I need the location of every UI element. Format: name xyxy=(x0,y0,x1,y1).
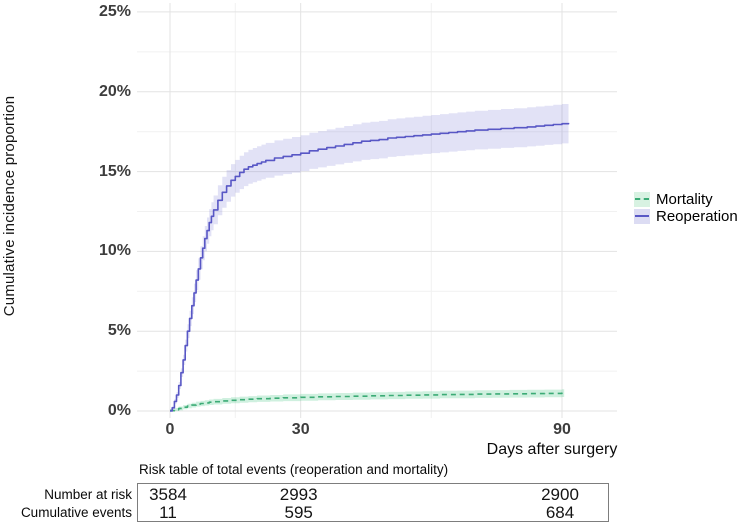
reoperation-curve xyxy=(170,122,570,412)
y-tick-label: 20% xyxy=(98,82,131,100)
incidence-plot-canvas xyxy=(137,3,617,418)
legend-label-reoperation: Reoperation xyxy=(656,208,738,225)
risk-table-title: Risk table of total events (reoperation … xyxy=(139,462,449,477)
y-axis-title: Cumulative incidence proportion xyxy=(1,95,18,317)
risk-table-number-at-risk: 2900 xyxy=(541,485,579,504)
y-tick-label: 25% xyxy=(98,2,131,20)
reoperation-ci-band xyxy=(170,103,569,411)
reoperation-line-icon xyxy=(634,209,650,224)
risk-table-box xyxy=(137,483,609,522)
y-tick-label: 10% xyxy=(98,242,131,260)
risk-table-number-at-risk: 3584 xyxy=(149,485,187,504)
x-tick-label: 30 xyxy=(291,421,310,438)
x-tick-label: 0 xyxy=(165,421,175,438)
risk-table-cumulative-events: 684 xyxy=(545,503,575,522)
risk-table-row-label-number-at-risk: Number at risk xyxy=(44,487,132,502)
legend: Mortality Reoperation xyxy=(634,191,738,225)
legend-item-mortality: Mortality xyxy=(634,191,738,208)
risk-table-cumulative-events: 595 xyxy=(284,503,313,522)
y-tick-label: 5% xyxy=(107,322,131,340)
x-tick-label: 90 xyxy=(553,421,571,438)
y-tick-label: 15% xyxy=(98,162,131,180)
legend-item-reoperation: Reoperation xyxy=(634,208,738,225)
risk-table-cumulative-events: 11 xyxy=(159,503,177,522)
mortality-line-icon xyxy=(634,192,650,207)
x-axis-title: Days after surgery xyxy=(486,441,618,458)
mortality-ci-band xyxy=(170,389,565,411)
legend-label-mortality: Mortality xyxy=(656,191,713,208)
risk-table-row-label-cumulative-events: Cumulative events xyxy=(20,505,132,520)
risk-table-number-at-risk: 2993 xyxy=(279,485,318,504)
y-tick-label: 0% xyxy=(107,402,131,419)
mortality-curve xyxy=(170,392,565,412)
